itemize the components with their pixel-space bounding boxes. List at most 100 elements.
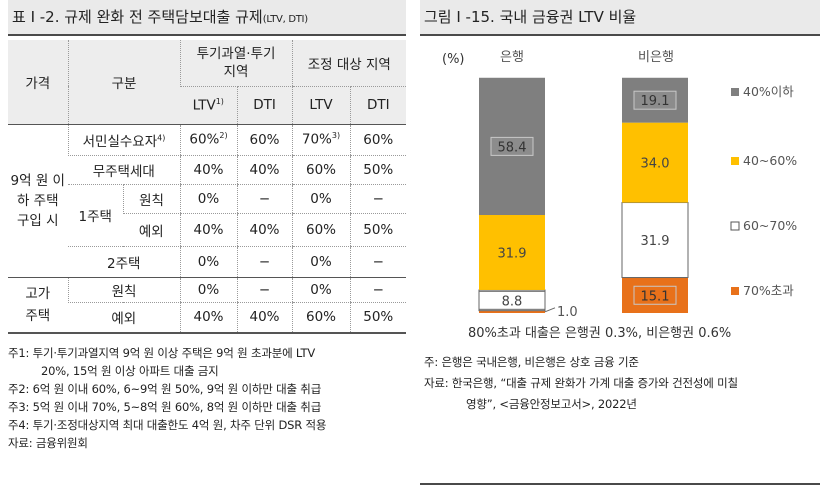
bar-segment xyxy=(621,202,689,279)
category-label: 비은행 xyxy=(638,49,674,65)
table-cell: 0% xyxy=(179,246,237,278)
table-cell: 40% xyxy=(236,302,292,332)
table-row-label: 원칙 xyxy=(67,276,180,303)
group-label-high-price-text: 고가 주택 xyxy=(25,285,51,324)
header-dti-1: DTI xyxy=(236,86,292,125)
chart-title: 그림 I -15. 국내 금융권 LTV 비율 xyxy=(420,0,820,34)
legend-swatch xyxy=(731,157,739,165)
chart-title-rule xyxy=(420,34,820,36)
header-regulated-zone: 조정 대상 지역 xyxy=(291,40,407,87)
table-row-label: 원칙 xyxy=(122,184,180,214)
table-cell: 0% xyxy=(179,184,237,214)
value-label: 15.1 xyxy=(641,289,670,304)
value-label: 8.8 xyxy=(502,294,523,309)
value-label: 31.9 xyxy=(498,246,527,261)
cell-value: 70% xyxy=(301,131,332,148)
legend-swatch xyxy=(730,221,740,231)
table-cell: 40% xyxy=(179,155,237,185)
legend-label: 40~60% xyxy=(743,153,797,168)
value-label: 1.0 xyxy=(557,305,578,320)
table-cell: 60% xyxy=(291,302,350,332)
table-cell: 60% xyxy=(291,213,350,247)
table-cell: 60% xyxy=(236,123,292,156)
value-label-box xyxy=(633,285,677,305)
legend-swatch xyxy=(731,88,739,96)
table-cell: 0% xyxy=(291,276,350,303)
category-label: 은행 xyxy=(500,49,524,65)
chart-annotation: 80%초과 대출은 은행권 0.3%, 비은행권 0.6% xyxy=(468,325,731,341)
table-cell: − xyxy=(349,246,407,278)
table-cell: 60% xyxy=(349,123,407,156)
table-cell: 0% xyxy=(291,184,350,214)
legend-swatch xyxy=(731,287,739,295)
table-cell: 50% xyxy=(349,155,407,185)
header-ltv-2: LTV xyxy=(291,86,350,125)
table-row-label: 예외 xyxy=(111,311,137,328)
header-price: 가격 xyxy=(8,40,68,125)
table-title-suffix: (LTV, DTI) xyxy=(262,14,308,25)
value-label: 31.9 xyxy=(641,234,670,249)
title-rule xyxy=(8,34,406,36)
table-row-label: 무주택세대 xyxy=(68,155,180,185)
table-cell: 40% xyxy=(236,155,292,185)
note-1: 주1: 투기·투기과열지역 9억 원 이상 주택은 9억 원 초과분에 LTV xyxy=(8,345,316,360)
legend-label: 70%초과 xyxy=(743,283,794,298)
ltv-stacked-bar-chart: (%) 은행 비은행 1.0 8.8 31.9 58.4 15.1 31.9 34.0 19.1 40… xyxy=(442,49,797,341)
regulation-table-panel: 표 I -2. 규제 완화 전 주택담보대출 규제(LTV, DTI) 가격 구… xyxy=(8,0,407,452)
note-1-cont: 20%, 15억 원 이상 아파트 대출 금지 xyxy=(41,363,219,378)
chart-bottom-rule xyxy=(420,483,820,485)
table-cell: 0% xyxy=(179,276,237,303)
table-row-label: 서민실수요자4) xyxy=(67,123,180,156)
table-title: 표 I -2. 규제 완화 전 주택담보대출 규제(LTV, DTI) xyxy=(8,0,406,34)
header-speculation-text: 투기과열·투기 지역 xyxy=(196,45,276,80)
row-label-text: 서민실수요자 xyxy=(82,133,158,150)
header-dti-2: DTI xyxy=(349,86,407,125)
table-cell: 50% xyxy=(349,302,407,332)
value-label: 19.1 xyxy=(641,94,670,109)
table-cell: − xyxy=(236,276,292,303)
table-cell: − xyxy=(236,184,292,214)
table-cell: 40% xyxy=(179,213,237,247)
leader-line xyxy=(544,307,556,313)
chart-source: 자료: 한국은행, “대출 규제 완화가 가계 대출 증가와 건전성에 미칠 xyxy=(424,376,738,390)
table-title-text: 표 I -2. 규제 완화 전 주택담보대출 규제 xyxy=(12,8,263,26)
value-label: 34.0 xyxy=(641,157,670,172)
table-cell: 60% xyxy=(291,155,350,185)
row-label-note: 4) xyxy=(157,133,166,142)
cell-note: 2) xyxy=(219,131,228,141)
group-label-high-price: 고가 주택 xyxy=(8,276,68,332)
table-notes: 주1: 투기·투기과열지역 9억 원 이상 주택은 9억 원 초과분에 LTV … xyxy=(8,344,406,452)
header-ltv-1: LTV1) xyxy=(180,86,237,125)
table-cell: 40% xyxy=(236,213,292,247)
chart-source-cont: 영향”, <금융안정보고서>, 2022년 xyxy=(466,397,637,411)
table-row-label: 2주택 xyxy=(68,246,180,278)
bar-segment xyxy=(622,122,688,203)
regulation-table: 가격 구분 투기과열·투기 지역 조정 대상 지역 LTV1) DTI LTV … xyxy=(8,40,407,332)
note-2: 주2: 6억 원 이내 60%, 6~9억 원 50%, 9억 원 이하만 대출… xyxy=(8,381,322,396)
cell-value: 60% xyxy=(189,131,220,148)
chart-note-1: 주: 은행은 국내은행, 비은행은 상호 금융 기준 xyxy=(424,355,639,369)
table-row-label: 예외 xyxy=(123,213,180,247)
y-unit-label: (%) xyxy=(442,52,465,67)
bar-segment xyxy=(479,310,545,313)
cell-note: 3) xyxy=(331,131,341,141)
table-cell: − xyxy=(349,184,407,214)
table-cell: 0% xyxy=(291,246,350,278)
table-cell: 40% xyxy=(179,302,237,332)
note-3: 주3: 5억 원 이내 70%, 5~8억 원 60%, 8억 원 이하만 대출… xyxy=(8,399,322,414)
table-source: 자료: 금융위원회 xyxy=(8,435,88,450)
group-label-under-9eok: 9억 원 이하 주택 구입 시 xyxy=(8,123,68,278)
table-bottom-rule xyxy=(8,332,406,334)
group-label-under-9eok-text: 9억 원 이하 주택 구입 시 xyxy=(10,172,65,229)
table-cell: 60%2) xyxy=(179,123,237,156)
value-label: 58.4 xyxy=(498,140,527,155)
legend-label: 40%이하 xyxy=(743,84,794,99)
table-cell: − xyxy=(236,246,292,278)
legend-label: 60~70% xyxy=(743,218,797,233)
header-category: 구분 xyxy=(67,40,180,125)
bar-segment xyxy=(479,215,545,290)
value-label-box xyxy=(478,290,546,310)
one-house-label: 1주택 xyxy=(68,184,123,247)
header-ltv-1-text: LTV xyxy=(192,97,216,114)
table-cell: − xyxy=(349,276,407,303)
